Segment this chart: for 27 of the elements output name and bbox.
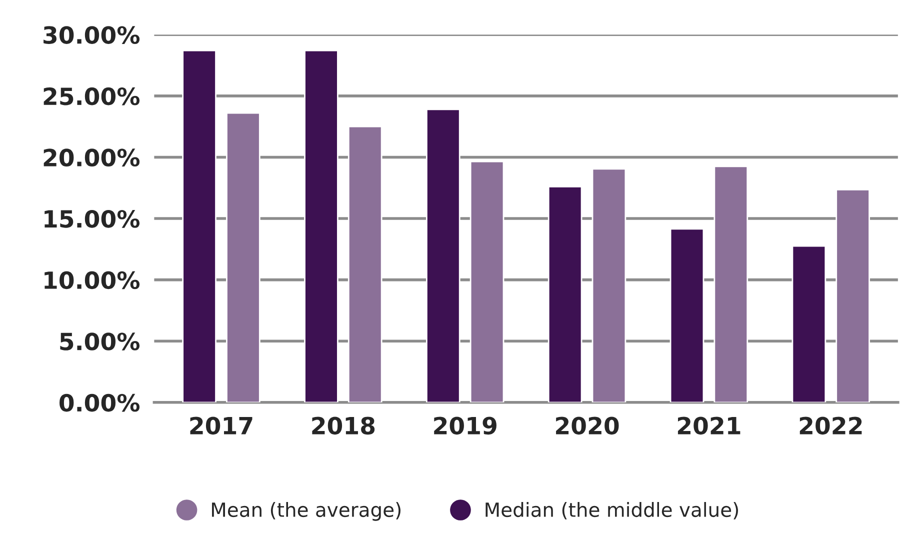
x-tick-label: 2022 xyxy=(800,416,862,435)
x-tick-label: 2017 xyxy=(190,416,252,435)
y-tick-label: 10.00% xyxy=(44,271,140,290)
y-tick-label: 20.00% xyxy=(44,148,140,167)
bar xyxy=(426,108,460,402)
bar xyxy=(226,112,260,402)
bar xyxy=(348,126,382,402)
y-tick-label: 15.00% xyxy=(44,210,140,228)
bar xyxy=(592,168,626,402)
legend-label: Median (the middle value) xyxy=(486,502,738,520)
bar xyxy=(792,245,826,402)
bar xyxy=(548,186,582,402)
x-tick-label: 2021 xyxy=(678,416,740,435)
y-tick-label: 30.00% xyxy=(44,26,140,44)
y-tick-label: 5.00% xyxy=(60,332,140,350)
x-tick-label: 2019 xyxy=(434,416,496,435)
bar xyxy=(470,160,504,402)
legend-label: Mean (the average) xyxy=(212,502,400,521)
x-tick-label: 2018 xyxy=(312,416,375,435)
bar xyxy=(670,228,704,402)
bar xyxy=(304,50,338,402)
bar xyxy=(182,50,216,402)
y-tick-label: 0.00% xyxy=(60,394,140,412)
x-tick-label: 2020 xyxy=(556,416,619,435)
bar xyxy=(714,166,748,402)
y-tick-label: 25.00% xyxy=(44,87,140,106)
bar xyxy=(836,189,870,402)
